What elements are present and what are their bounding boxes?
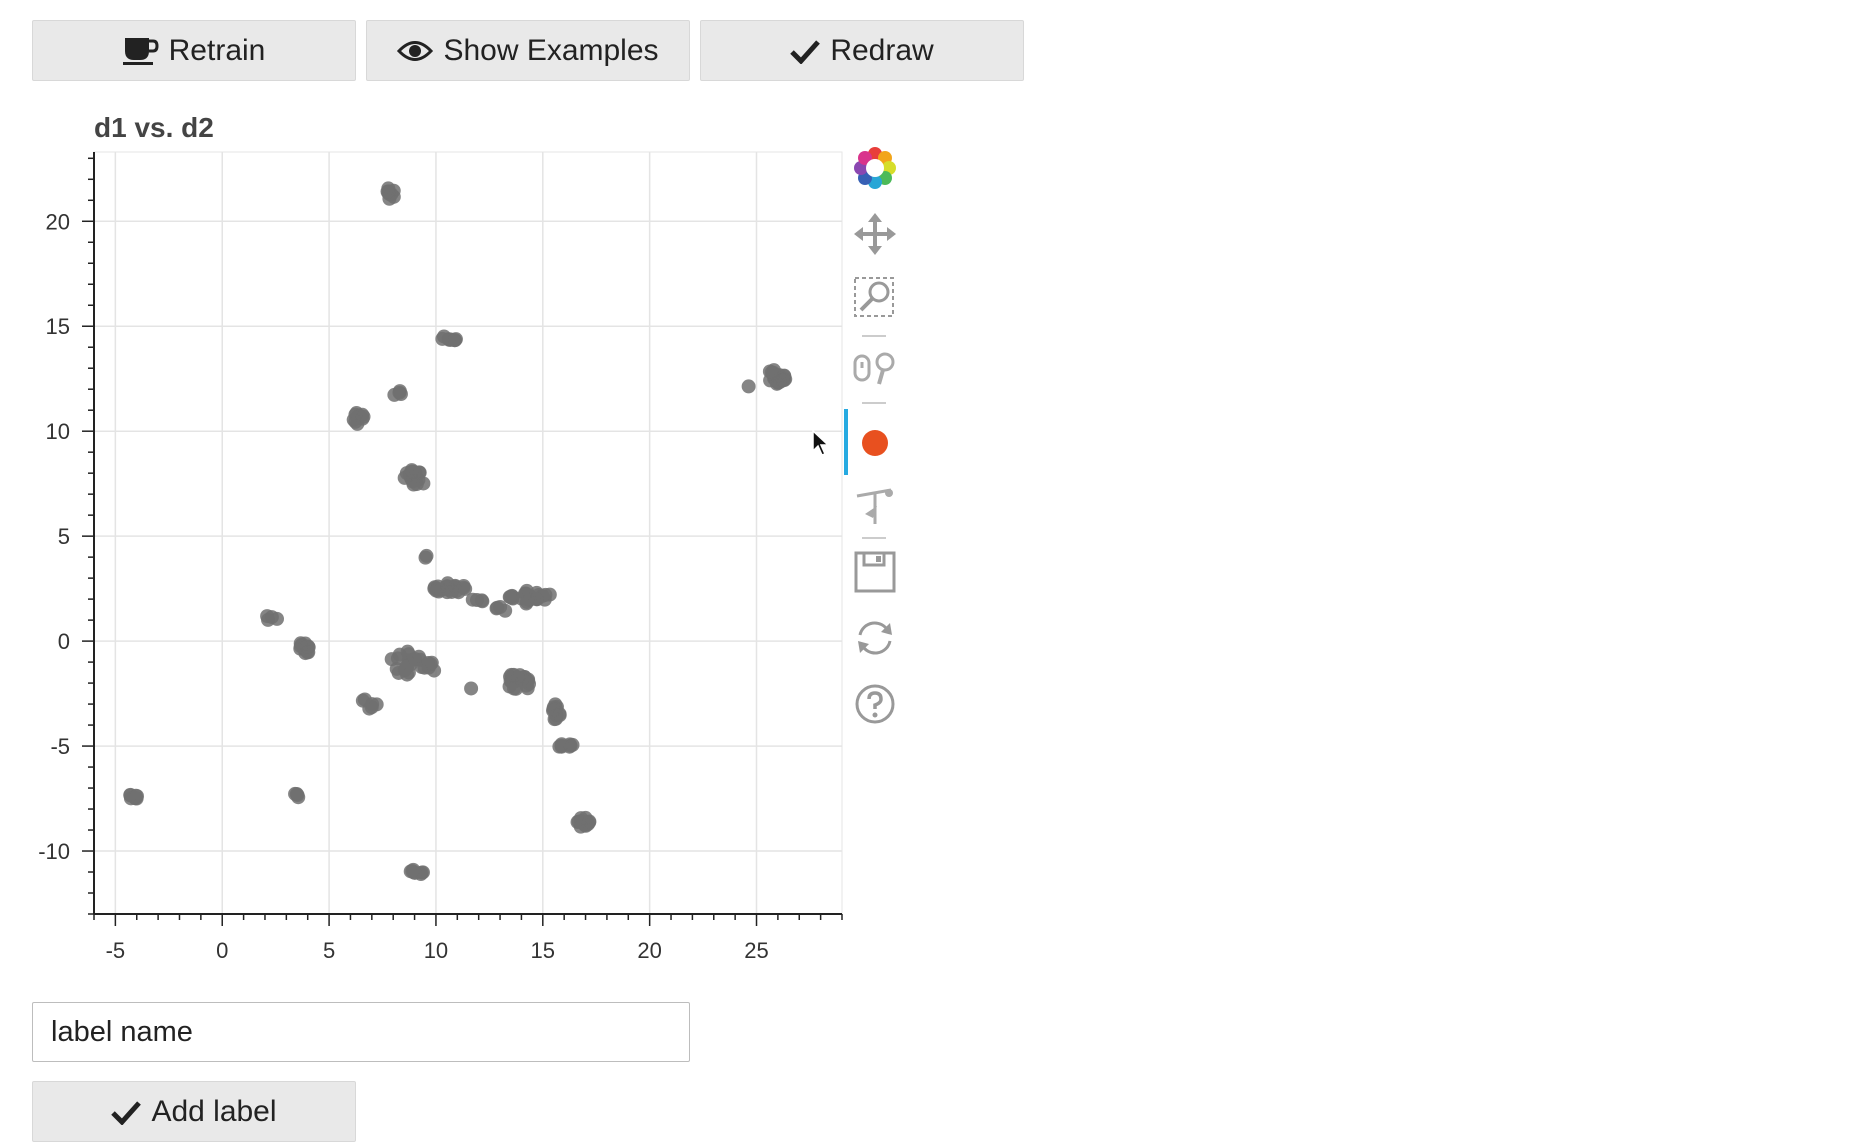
y-tick-label: 5 xyxy=(58,524,70,549)
y-tick-label: 15 xyxy=(46,314,70,339)
check-icon xyxy=(790,39,821,64)
retrain-button[interactable]: Retrain xyxy=(32,20,356,81)
data-point xyxy=(447,333,462,348)
bokeh-logo-icon[interactable] xyxy=(852,145,898,191)
data-point xyxy=(392,385,407,400)
redraw-label: Redraw xyxy=(830,33,934,67)
data-point xyxy=(464,681,479,696)
data-point xyxy=(381,184,396,199)
plot-title: d1 vs. d2 xyxy=(94,112,214,143)
y-tick-label: 10 xyxy=(46,419,70,444)
check-icon xyxy=(111,1100,142,1125)
plot-area xyxy=(93,151,843,915)
y-tick-label: 20 xyxy=(46,209,70,234)
label-name-input[interactable] xyxy=(32,1002,690,1062)
data-point xyxy=(552,708,567,723)
data-point xyxy=(418,550,433,565)
data-point xyxy=(775,372,790,387)
toolbar-separator xyxy=(862,537,886,539)
data-point xyxy=(554,737,569,752)
redraw-button[interactable]: Redraw xyxy=(700,20,1024,81)
y-tick-label: -5 xyxy=(50,734,70,759)
plot-toolbar xyxy=(840,145,910,735)
data-point xyxy=(521,673,536,688)
data-point xyxy=(409,477,424,492)
data-point xyxy=(407,651,422,666)
show-examples-label: Show Examples xyxy=(443,33,659,67)
lasso-select-icon[interactable] xyxy=(852,420,898,466)
eye-icon xyxy=(397,40,434,61)
x-tick-label: 0 xyxy=(216,938,228,963)
axes: -5 0 5 10 15 20 25 -10 -5 0 5 10 15 20 xyxy=(38,152,843,963)
data-point xyxy=(507,681,522,696)
x-tick-label: 10 xyxy=(424,938,448,963)
y-tick-label: -10 xyxy=(38,839,70,864)
x-tick-label: -5 xyxy=(106,938,126,963)
data-point xyxy=(493,600,508,615)
add-label-button[interactable]: Add label xyxy=(32,1081,356,1142)
data-point xyxy=(405,864,420,879)
data-point xyxy=(531,587,546,602)
data-point xyxy=(129,789,144,804)
toolbar-separator xyxy=(862,335,886,337)
data-point xyxy=(429,583,444,598)
data-point xyxy=(392,647,407,662)
mouse-cursor-icon xyxy=(812,430,830,456)
retrain-label: Retrain xyxy=(168,33,266,67)
data-point xyxy=(391,665,406,680)
y-tick-label: 0 xyxy=(58,629,70,654)
x-tick-label: 5 xyxy=(323,938,335,963)
active-tool-indicator xyxy=(844,409,848,475)
grid-lines xyxy=(93,151,843,915)
add-label-label: Add label xyxy=(151,1094,277,1128)
toolbar-separator xyxy=(862,402,886,404)
data-point xyxy=(441,582,456,597)
box-zoom-icon[interactable] xyxy=(852,275,898,321)
point-draw-icon[interactable] xyxy=(852,485,898,531)
data-point xyxy=(412,465,427,480)
data-point xyxy=(573,811,588,826)
data-point xyxy=(465,592,480,607)
data-point xyxy=(289,787,304,802)
coffee-cup-icon xyxy=(122,37,159,65)
data-point xyxy=(356,409,371,424)
pan-icon[interactable] xyxy=(852,211,898,257)
show-examples-button[interactable]: Show Examples xyxy=(366,20,690,81)
data-point xyxy=(741,379,756,394)
data-point xyxy=(355,693,370,708)
x-tick-label: 25 xyxy=(744,938,768,963)
reset-icon[interactable] xyxy=(852,615,898,661)
x-tick-label: 20 xyxy=(637,938,661,963)
data-point xyxy=(505,591,520,606)
data-point xyxy=(264,610,279,625)
wheel-zoom-icon[interactable] xyxy=(852,345,898,391)
data-point xyxy=(301,639,316,654)
data-point xyxy=(424,655,439,670)
help-icon[interactable] xyxy=(852,681,898,727)
data-points xyxy=(123,181,793,882)
save-icon[interactable] xyxy=(852,549,898,595)
x-tick-label: 15 xyxy=(531,938,555,963)
scatter-plot[interactable]: -5 0 5 10 15 20 25 -10 -5 0 5 10 15 20 xyxy=(0,140,850,980)
